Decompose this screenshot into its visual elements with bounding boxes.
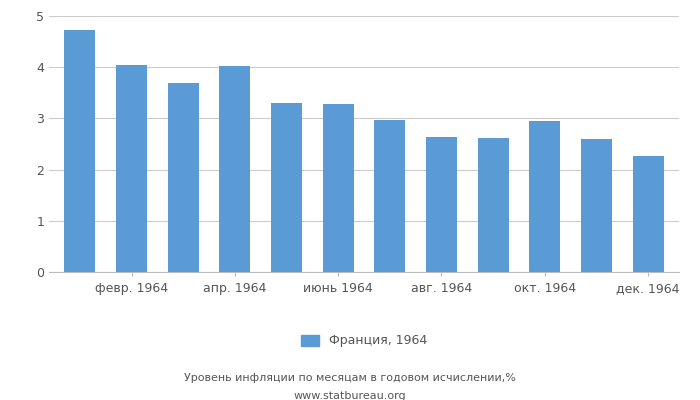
Bar [168,82,199,272]
Bar [271,103,302,272]
Bar [529,121,560,272]
Bar [477,138,509,272]
Bar [426,137,457,272]
Legend: Франция, 1964: Франция, 1964 [295,330,433,352]
Text: Уровень инфляции по месяцам в годовом исчислении,%: Уровень инфляции по месяцам в годовом ис… [184,373,516,383]
Text: www.statbureau.org: www.statbureau.org [294,391,406,400]
Bar [64,30,95,272]
Bar [581,139,612,272]
Bar [219,66,251,272]
Bar [374,120,405,272]
Bar [323,104,354,272]
Bar [633,156,664,272]
Bar [116,65,147,272]
